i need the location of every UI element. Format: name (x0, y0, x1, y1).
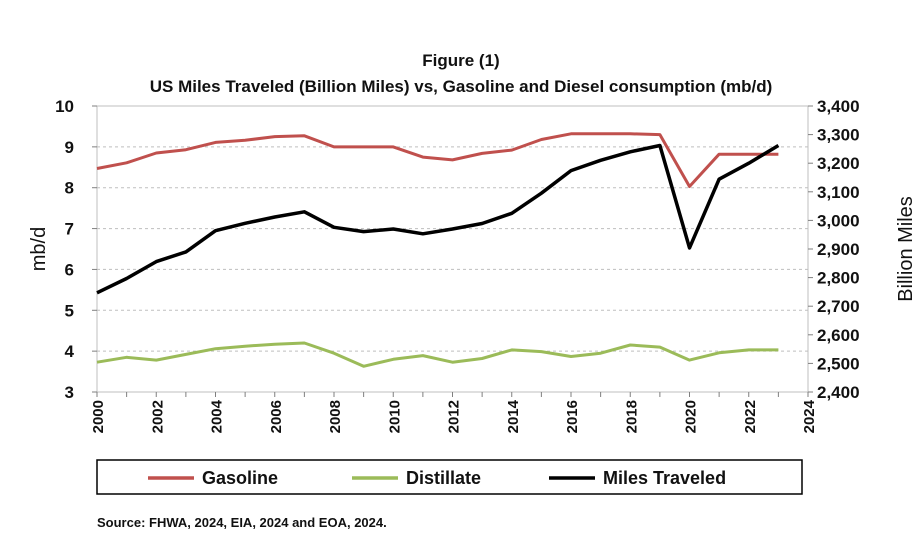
y-axis-right: 2,400 2,500 2,600 2,700 2,800 2,900 3,000 3,100… (808, 97, 860, 402)
y2-tick-label: 2,700 (817, 297, 860, 316)
plot-area (96, 105, 809, 393)
chart-title: Figure (1) (422, 51, 499, 70)
series-lines (96, 132, 780, 368)
y2-tick-label: 2,600 (817, 326, 860, 345)
y2-tick-label: 3,100 (817, 183, 860, 202)
y-tick-label: 6 (65, 260, 74, 279)
gasoline-legend-label: Gasoline (202, 468, 278, 488)
y-axis-left: 3 4 5 6 7 8 9 10 (55, 97, 97, 402)
x-tick-label: 2014 (505, 399, 522, 433)
x-tick-label: 2004 (209, 399, 226, 433)
gasoline-line (96, 132, 779, 188)
y2-tick-label: 3,400 (817, 97, 860, 116)
y-tick-label: 5 (65, 301, 74, 320)
x-tick-label: 2000 (90, 400, 107, 433)
y-axis-label: mb/d (28, 227, 50, 271)
y2-tick-label: 2,500 (817, 354, 860, 373)
x-tick-label: 2018 (623, 400, 640, 433)
miles-traveled-legend-label: Miles Traveled (603, 468, 726, 488)
y2-tick-label: 3,200 (817, 154, 860, 173)
x-tick-label: 2022 (742, 400, 759, 433)
distillate-line (96, 341, 779, 368)
x-tick-label: 2002 (149, 400, 166, 433)
source-note: Source: FHWA, 2024, EIA, 2024 and EOA, 2… (97, 515, 387, 530)
x-tick-label: 2008 (327, 400, 344, 433)
y-tick-label: 9 (65, 138, 74, 157)
x-tick-label: 2012 (446, 400, 463, 433)
y-tick-label: 10 (55, 97, 74, 116)
distillate-legend-label: Distillate (406, 468, 481, 488)
y2-tick-label: 3,000 (817, 211, 860, 230)
miles-traveled-line (96, 143, 780, 295)
x-tick-label: 2016 (564, 400, 581, 433)
y2-tick-label: 3,300 (817, 126, 860, 145)
legend-box (96, 459, 803, 495)
x-tick-label: 2020 (683, 400, 700, 433)
y2-tick-label: 2,400 (817, 383, 860, 402)
y-tick-label: 4 (65, 342, 75, 361)
x-tick-label: 2024 (801, 399, 818, 433)
y2-axis-label: Billion Miles (895, 196, 917, 302)
y-tick-label: 7 (65, 220, 74, 239)
x-tick-label: 2010 (386, 400, 403, 433)
x-tick-label: 2006 (268, 400, 285, 433)
legend: Gasoline Distillate Miles Traveled (148, 468, 726, 488)
y2-tick-label: 2,900 (817, 240, 860, 259)
y-tick-label: 8 (65, 179, 74, 198)
x-axis: 2000 2002 2004 2006 2008 2010 2012 2014 2016 2018… (90, 392, 818, 433)
y2-tick-label: 2,800 (817, 269, 860, 288)
chart-subtitle: US Miles Traveled (Billion Miles) vs, Ga… (150, 77, 773, 96)
y-tick-label: 3 (65, 383, 74, 402)
